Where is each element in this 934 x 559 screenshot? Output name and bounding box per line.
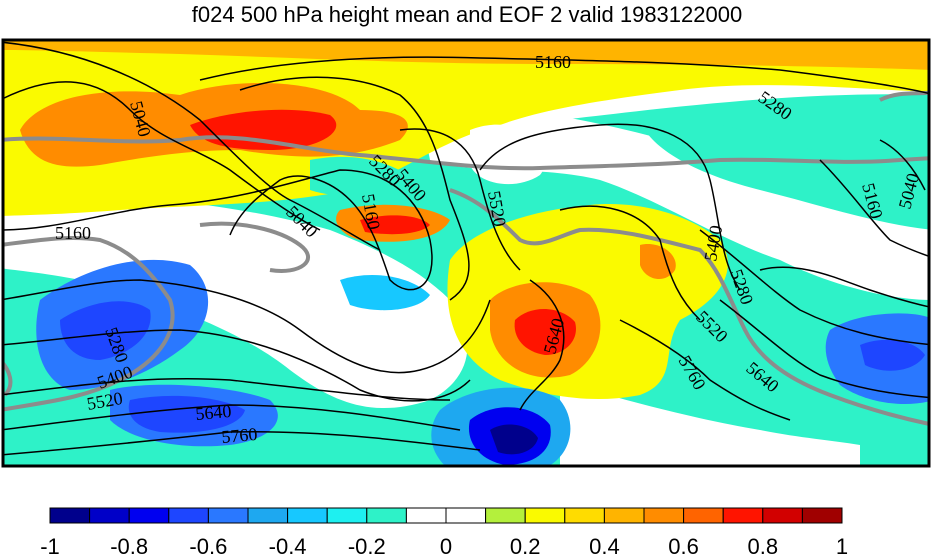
shade-positive-strong (640, 244, 676, 280)
colorbar-swatch (287, 507, 328, 524)
contour-5040 (879, 139, 926, 191)
colorbar-swatch (247, 507, 289, 524)
shade-negative (340, 275, 430, 311)
contour-5520 (479, 123, 741, 291)
contour-5400 (559, 205, 701, 321)
colorbar-swatch (524, 507, 566, 524)
shade-neutral (420, 107, 929, 300)
contour-5280 (3, 279, 491, 374)
colorbar-tick-label: -0.4 (268, 534, 307, 559)
contour-label: 5640 (195, 401, 233, 424)
colorbar-swatch (405, 507, 447, 524)
contour-5640 (3, 404, 461, 431)
contour-5520 (699, 229, 929, 346)
colorbar-tick-label: 0.4 (589, 534, 620, 559)
shade-negative-strong (128, 395, 245, 433)
colorbar-swatch (801, 507, 843, 524)
coastline-island (199, 221, 310, 273)
colorbar-tick-label: 1 (835, 534, 849, 559)
colorbar-swatch (564, 507, 605, 524)
shade-negative-weak (310, 156, 420, 197)
colorbar-tick-label: 0.8 (747, 534, 779, 559)
colorbar-swatch (683, 507, 724, 524)
colorbar-swatch (49, 507, 91, 524)
height-contours (3, 41, 929, 456)
colorbar-swatch (722, 507, 764, 524)
contour-5040 (3, 41, 381, 251)
contour-5760 (619, 319, 791, 421)
shade-negative-strong (60, 301, 151, 360)
colorbar-swatch (128, 507, 170, 524)
coastline-north (3, 135, 929, 171)
colorbar-swatch (89, 507, 130, 524)
colorbar-tick-label: -0.2 (347, 534, 386, 559)
contour-label: 5160 (55, 223, 91, 243)
colorbar-swatch (603, 507, 645, 524)
coastline-southwest (3, 360, 13, 397)
shade-positive-mid (3, 40, 929, 70)
contour-5760 (3, 431, 481, 456)
colorbar-tick-label: -1 (40, 534, 60, 559)
coastline-east (449, 188, 929, 426)
colorbar-swatch (485, 507, 526, 524)
shade-negative-strong (860, 339, 925, 371)
map-frame (1, 38, 931, 468)
coastlines (3, 90, 929, 426)
contour-5280 (759, 266, 929, 308)
contour-label: 5760 (221, 424, 259, 447)
shade-positive-strongest (360, 215, 430, 235)
contour-5400 (399, 128, 521, 271)
colorbar-tick-label: -0.6 (189, 534, 228, 559)
colorbar-swatch (643, 507, 685, 524)
colorbar-swatch (207, 507, 249, 524)
shade-negative-strongest (490, 424, 538, 455)
contour-5280 (239, 76, 470, 301)
colorbar-swatch (168, 507, 209, 524)
coastline-northeast (879, 90, 929, 102)
contour-label: 5160 (535, 52, 571, 72)
contour-5400 (3, 329, 471, 402)
shade-neutral (560, 380, 860, 466)
contour-5160 (819, 159, 929, 258)
shade-positive (3, 40, 929, 216)
contour-5640 (719, 299, 929, 399)
chart-title: f024 500 hPa height mean and EOF 2 valid… (191, 2, 743, 27)
contour-5040 (3, 81, 321, 231)
contour-5640 (519, 279, 565, 411)
colorbar (49, 507, 843, 524)
colorbar-tick-label: 0.6 (668, 534, 699, 559)
contour-5160 (3, 169, 433, 291)
colorbar-swatch (762, 507, 803, 524)
colorbar-swatch (326, 507, 368, 524)
colorbar-swatch (445, 507, 487, 524)
shade-positive-strongest (190, 109, 337, 150)
coastline-west (3, 235, 175, 412)
colorbar-swatch (366, 507, 407, 524)
colorbar-tick-label: -0.8 (110, 534, 149, 559)
colorbar-tick-label: 0.2 (509, 534, 541, 559)
contour-5520 (3, 377, 451, 401)
colorbar-tick-label: 0 (439, 534, 453, 559)
contour-5160 (199, 56, 929, 95)
